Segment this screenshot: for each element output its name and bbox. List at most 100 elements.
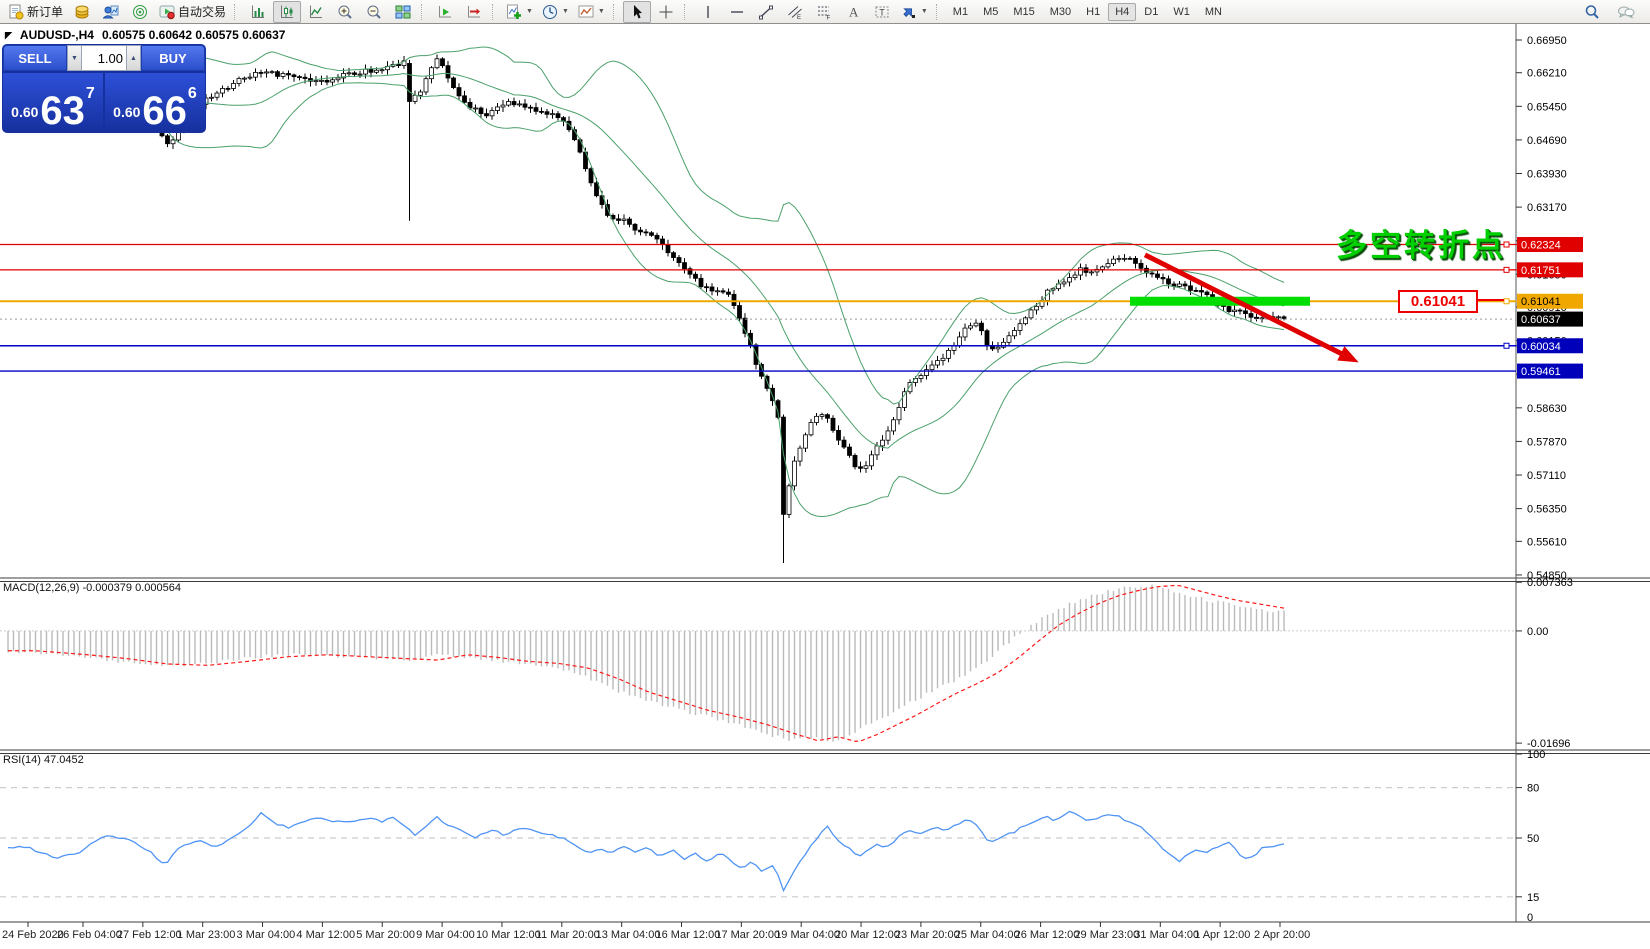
svg-text:100: 100 (1527, 749, 1545, 761)
chat-bubbles-icon (1618, 6, 1635, 18)
price-badge (1517, 293, 1583, 309)
trendline-tool-button[interactable] (752, 1, 780, 23)
svg-text:0: 0 (1527, 912, 1533, 924)
price-level-label[interactable]: 0.61041 (1398, 290, 1504, 313)
sell-price-pip: 7 (85, 85, 95, 102)
svg-text:0.00: 0.00 (1527, 626, 1548, 638)
navigator-button[interactable] (126, 1, 154, 23)
timeframe-m1[interactable]: M1 (952, 5, 969, 18)
svg-text:0.54850: 0.54850 (1527, 570, 1567, 582)
volume-increase-button[interactable]: ▲ (126, 45, 141, 71)
main-toolbar: 新订单 自动交易 ▼ ▼ (0, 0, 1650, 24)
auto-scroll-icon (439, 5, 452, 17)
buy-price-display[interactable]: 0.60 66 6 (105, 73, 205, 132)
timeframe-m15[interactable]: M15 (1013, 5, 1035, 18)
auto-scroll-button[interactable] (431, 1, 459, 23)
fibonacci-tool-button[interactable]: F (810, 1, 838, 23)
candlestick-mode-button[interactable] (273, 0, 302, 23)
chart-shift-icon (468, 5, 481, 17)
indicators-button[interactable]: ▼ (502, 1, 537, 23)
svg-text:0.007363: 0.007363 (1527, 577, 1573, 589)
time-axis: 24 Feb 2020 26 Feb 04:00 27 Feb 12:00 1 Mar… (0, 929, 1650, 947)
sell-price-display[interactable]: 0.60 63 7 (3, 73, 103, 132)
volume-input[interactable] (82, 45, 126, 71)
toolbar-separator (234, 3, 239, 20)
svg-text:0.56350: 0.56350 (1527, 504, 1567, 516)
price-chart-canvas[interactable]: 0.66950 0.66210 0.65450 0.64690 0.63930 0.631… (0, 24, 1650, 949)
search-icon (1585, 4, 1599, 19)
price-badge (1517, 311, 1583, 327)
channel-tool-button[interactable]: E (781, 1, 809, 23)
rsi-line (7, 810, 1285, 893)
svg-text:0.63170: 0.63170 (1527, 202, 1567, 214)
timeframe-h4[interactable]: H4 (1108, 2, 1137, 21)
timeframe-d1[interactable]: D1 (1144, 5, 1159, 18)
time-label: 17 Mar 20:00 (715, 929, 781, 941)
svg-text:F: F (826, 15, 830, 20)
text-icon: A (849, 4, 859, 19)
sell-price-big-digits: 63 (40, 89, 85, 133)
search-button[interactable] (1578, 1, 1606, 23)
arrows-tool-button[interactable]: ▼ (897, 1, 932, 23)
svg-text:0.64690: 0.64690 (1527, 135, 1567, 147)
text-label-tool-button[interactable]: T (868, 1, 896, 23)
chat-button[interactable] (1612, 1, 1640, 23)
svg-text:0.65450: 0.65450 (1527, 101, 1567, 113)
price-badge (1517, 237, 1583, 253)
timeframe-w1[interactable]: W1 (1173, 5, 1190, 18)
timeframe-m30[interactable]: M30 (1049, 5, 1072, 18)
buy-price-pip: 6 (187, 85, 197, 102)
time-label: 29 Mar 23:00 (1074, 929, 1140, 941)
support-zone-bar (1130, 296, 1310, 306)
toolbar-separator (683, 3, 689, 20)
toolbar-separator (935, 3, 941, 20)
horizontal-line-tool-button[interactable] (723, 1, 751, 23)
trend-arrow-head (1337, 346, 1359, 363)
svg-text:-0.01696: -0.01696 (1527, 738, 1570, 750)
symbol-quotes: 0.60575 0.60642 0.60575 0.60637 (101, 28, 286, 42)
market-watch-button[interactable] (68, 1, 96, 23)
autotrading-label: 自动交易 (178, 5, 227, 19)
svg-text:E: E (797, 15, 801, 20)
symbol-header: ◤ AUDUSD-,H4 0.60575 0.60642 0.60575 0.6… (5, 28, 285, 42)
turning-point-annotation[interactable]: 多空转折点 (1336, 228, 1506, 263)
buy-button[interactable]: BUY (141, 45, 205, 71)
person-chart-icon (103, 5, 119, 18)
zoom-out-icon (367, 5, 381, 19)
toolbar-separator (492, 3, 497, 20)
timeframe-m5[interactable]: M5 (983, 5, 999, 18)
svg-text:0.60034: 0.60034 (1521, 341, 1561, 353)
line-chart-mode-button[interactable] (302, 1, 330, 23)
svg-text:0.58630: 0.58630 (1527, 403, 1567, 415)
trendline-icon (758, 5, 773, 19)
volume-decrease-button[interactable]: ▼ (67, 45, 82, 71)
timeframe-h1[interactable]: H1 (1086, 5, 1101, 18)
sell-button[interactable]: SELL (3, 45, 67, 71)
data-window-button[interactable] (97, 1, 125, 23)
time-label: 25 Mar 04:00 (954, 929, 1020, 941)
crosshair-tool-button[interactable] (652, 1, 680, 23)
periods-button[interactable]: ▼ (538, 1, 573, 23)
new-order-icon (9, 4, 24, 19)
timeframe-mn[interactable]: MN (1204, 5, 1222, 18)
zoom-out-button[interactable] (360, 1, 388, 23)
text-tool-button[interactable]: A (839, 1, 867, 23)
dropdown-arrow-icon: ▼ (561, 8, 569, 15)
chart-shift-button[interactable] (460, 1, 488, 23)
tile-windows-button[interactable] (389, 1, 417, 23)
one-click-trading-widget: SELL ▼ ▲ BUY 0.60 63 7 0.60 66 6 (2, 44, 206, 133)
templates-button[interactable]: ▼ (574, 1, 609, 23)
time-label: 24 Feb 2020 (2, 929, 64, 941)
symbol-title: AUDUSD-,H4 (19, 28, 94, 42)
trend-arrow (1143, 252, 1350, 360)
zoom-in-button[interactable] (331, 1, 359, 23)
time-label: 1 Apr 12:00 (1194, 929, 1251, 941)
vertical-line-tool-button[interactable] (694, 1, 722, 23)
bar-chart-mode-button[interactable] (244, 1, 272, 23)
svg-text:0.63930: 0.63930 (1527, 169, 1567, 181)
new-order-button[interactable]: 新订单 (4, 1, 67, 23)
buy-price-prefix: 0.60 (113, 104, 141, 120)
equidistant-channel-icon: E (788, 5, 802, 20)
autotrading-button[interactable]: 自动交易 (155, 1, 230, 23)
cursor-tool-button[interactable] (622, 0, 651, 23)
